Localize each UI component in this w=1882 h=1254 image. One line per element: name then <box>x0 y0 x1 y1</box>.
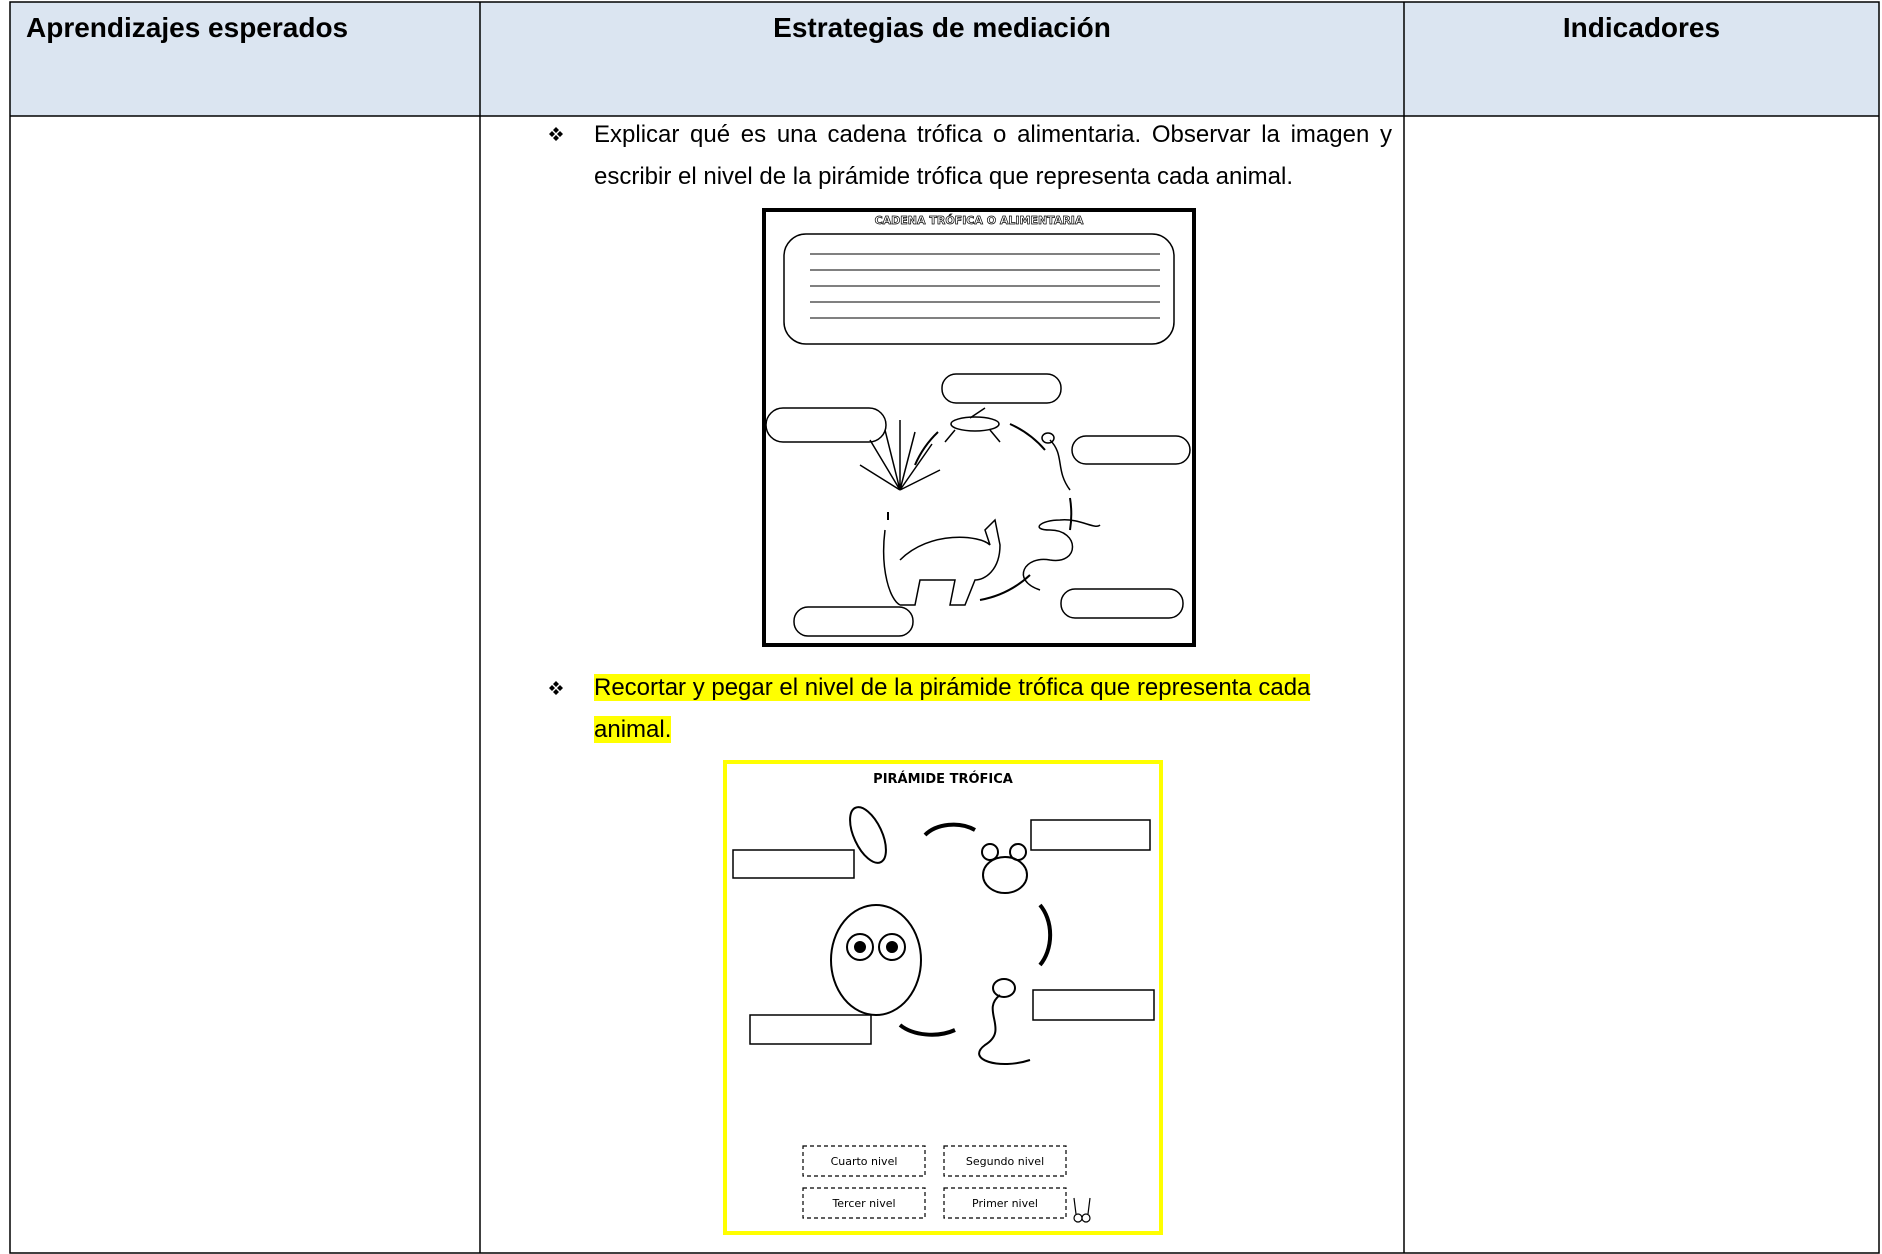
level-label: Primer nivel <box>972 1197 1038 1210</box>
level-label: Segundo nivel <box>966 1155 1044 1168</box>
food-chain-worksheet: CADENA TRÓFICA O ALIMENTARIA <box>762 208 1196 647</box>
level-label: Cuarto nivel <box>831 1155 898 1168</box>
header-cell: Indicadores <box>1562 12 1721 43</box>
header-cell: Aprendizajes esperados <box>26 12 349 43</box>
mediation-item: Recortar y pegar el nivel de la pirámide… <box>594 667 1392 751</box>
pyramid-worksheet: PIRÁMIDE TRÓFICA Cuarto nivel Segundo ni <box>723 760 1163 1235</box>
level-label: Tercer nivel <box>831 1197 895 1210</box>
bullet <box>549 681 563 695</box>
worksheet-title: CADENA TRÓFICA O ALIMENTARIA <box>875 214 1084 227</box>
bullet <box>549 127 563 141</box>
table-grid <box>9 1 1880 1254</box>
header-cell: Estrategias de mediación <box>773 12 1111 43</box>
header-bg <box>10 2 1879 116</box>
highlighted-text: Recortar y pegar el nivel de la pirámide… <box>594 674 1311 743</box>
worksheet-title: PIRÁMIDE TRÓFICA <box>873 771 1013 787</box>
mediation-item: Explicar qué es una cadena trófica o ali… <box>594 121 1392 190</box>
